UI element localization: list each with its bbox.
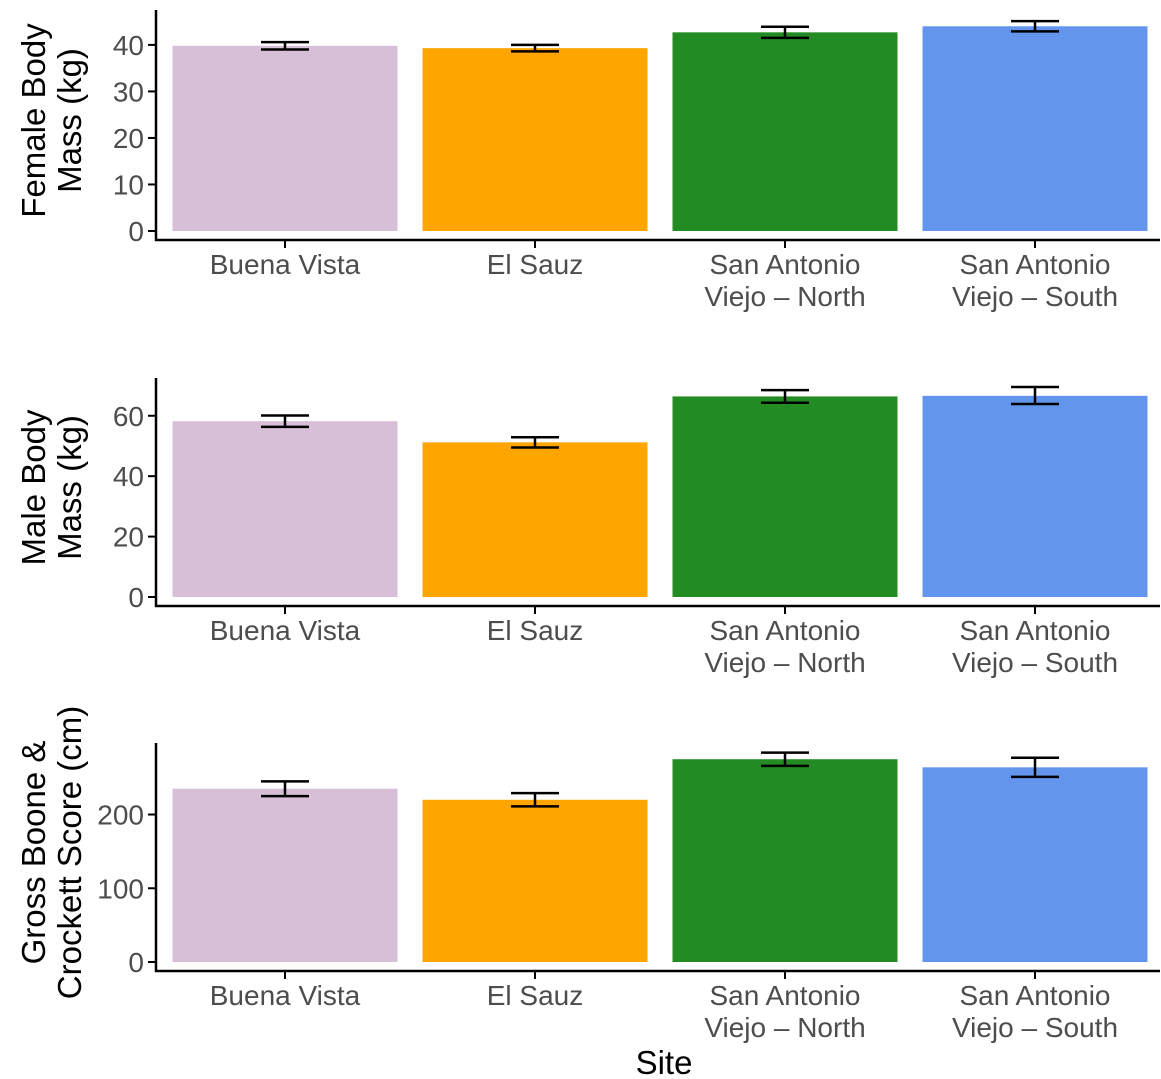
y-tick-label: 40	[113, 30, 144, 61]
x-tick-label-line: San Antonio	[709, 249, 860, 280]
y-tick-label: 30	[113, 76, 144, 107]
bar-3-1	[172, 788, 398, 962]
x-tick-label-line: San Antonio	[709, 615, 860, 646]
x-tick-label: Buena Vista	[210, 615, 361, 646]
y-tick-label: 0	[128, 216, 144, 247]
x-tick-label: San Antonio Viejo – North	[704, 980, 865, 1043]
error-bar-2-4	[1011, 385, 1059, 406]
x-tick-label-line: Viejo – South	[952, 1012, 1118, 1043]
x-tick-label-line: Viejo – North	[704, 281, 865, 312]
x-tick-label-line: San Antonio	[959, 249, 1110, 280]
error-bar-3-3	[761, 751, 809, 768]
x-tick-label: San Antonio Viejo – South	[952, 615, 1118, 678]
x-tick-label-line: Viejo – North	[704, 647, 865, 678]
x-tick-label-line: Buena Vista	[210, 249, 361, 280]
x-tick-label: San Antonio Viejo – South	[952, 249, 1118, 312]
error-bar-2-3	[761, 388, 809, 405]
bar-1-3	[672, 32, 898, 232]
x-tick-label: Buena Vista	[210, 980, 361, 1011]
error-bar-1-1	[261, 40, 309, 51]
y-tick-label: 0	[128, 947, 144, 978]
y-axis-title-line: Female Body	[15, 23, 52, 218]
y-tick-label: 20	[113, 522, 144, 553]
bar-1-4	[922, 26, 1148, 231]
error-bar-3-2	[511, 791, 559, 808]
y-tick-label: 100	[97, 873, 144, 904]
x-tick-label: Buena Vista	[210, 249, 361, 280]
bar-2-3	[672, 396, 898, 597]
error-bar-1-3	[761, 25, 809, 40]
x-tick-label-line: El Sauz	[487, 249, 584, 280]
x-tick-label-line: Buena Vista	[210, 980, 361, 1011]
error-bar-1-4	[1011, 19, 1059, 33]
x-axis-title: Site	[636, 1044, 693, 1079]
x-tick-label-line: San Antonio	[959, 980, 1110, 1011]
y-axis-title-line: Gross Boone &	[15, 741, 52, 965]
y-axis-title-line: Mass (kg)	[51, 48, 88, 193]
y-tick-label: 10	[113, 169, 144, 200]
y-axis-title-line: Male Body	[15, 409, 52, 565]
x-tick-label-line: San Antonio	[709, 980, 860, 1011]
y-axis-title-line: Mass (kg)	[51, 415, 88, 560]
y-axis-title-line: Crockett Score (cm)	[51, 706, 88, 999]
x-tick-label: El Sauz	[487, 249, 584, 280]
x-tick-label: El Sauz	[487, 980, 584, 1011]
x-tick-label: San Antonio Viejo – South	[952, 980, 1118, 1043]
bar-2-2	[422, 442, 648, 597]
x-tick-label-line: El Sauz	[487, 980, 584, 1011]
x-tick-label-line: Buena Vista	[210, 615, 361, 646]
y-tick-label: 0	[128, 582, 144, 613]
x-tick-label-line: El Sauz	[487, 615, 584, 646]
bar-2-1	[172, 421, 398, 597]
y-axis-title: Female BodyMass (kg)	[15, 23, 88, 218]
bar-3-4	[922, 767, 1148, 962]
y-tick-label: 60	[113, 401, 144, 432]
x-tick-label-line: Viejo – North	[704, 1012, 865, 1043]
error-bar-3-1	[261, 780, 309, 798]
x-tick-label-line: Viejo – South	[952, 281, 1118, 312]
error-bar-2-2	[511, 435, 559, 449]
y-axis-title: Gross Boone &Crockett Score (cm)	[15, 706, 88, 999]
bar-3-2	[422, 799, 648, 962]
y-tick-label: 40	[113, 461, 144, 492]
x-tick-label-line: Viejo – South	[952, 647, 1118, 678]
x-tick-label: San Antonio Viejo – North	[704, 615, 865, 678]
bar-1-1	[172, 45, 398, 232]
error-bar-2-1	[261, 414, 309, 429]
error-bar-3-4	[1011, 756, 1059, 779]
x-tick-label: El Sauz	[487, 615, 584, 646]
bar-2-4	[922, 395, 1148, 597]
y-axis-title: Male BodyMass (kg)	[15, 409, 88, 565]
y-tick-label: 200	[97, 800, 144, 831]
bar-3-3	[672, 759, 898, 962]
bar-1-2	[422, 48, 648, 231]
x-tick-label-line: San Antonio	[959, 615, 1110, 646]
y-tick-label: 20	[113, 123, 144, 154]
x-tick-label: San Antonio Viejo – North	[704, 249, 865, 312]
error-bar-1-2	[511, 43, 559, 53]
